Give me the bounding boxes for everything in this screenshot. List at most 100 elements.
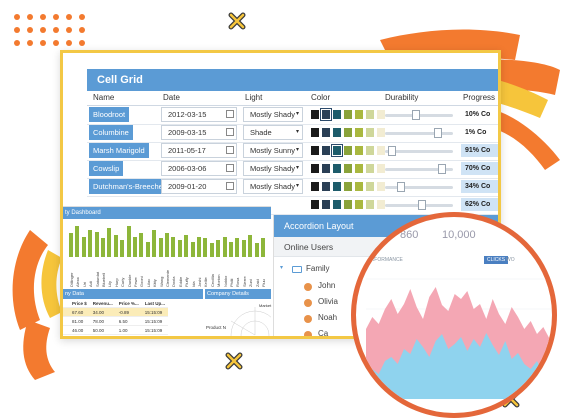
tree-user-item[interactable]: Ca — [318, 329, 329, 338]
color-swatch[interactable] — [366, 164, 374, 173]
data-table-cell: 34.00 — [89, 307, 116, 317]
color-swatch[interactable] — [333, 110, 341, 119]
color-swatch[interactable] — [344, 146, 352, 155]
color-swatch[interactable] — [366, 146, 374, 155]
color-swatch[interactable] — [311, 200, 319, 209]
tree-user-item[interactable]: Noah — [318, 313, 338, 322]
color-swatch[interactable] — [355, 146, 363, 155]
color-swatch[interactable] — [322, 146, 330, 155]
durability-slider-handle[interactable] — [418, 200, 426, 210]
light-select[interactable]: Mostly Shady ▾ — [243, 179, 303, 194]
durability-slider-track[interactable] — [385, 132, 453, 135]
color-swatch[interactable] — [344, 164, 352, 173]
calendar-icon[interactable] — [226, 164, 234, 172]
calendar-icon[interactable] — [226, 110, 234, 118]
color-swatch[interactable] — [311, 146, 319, 155]
column-header-light[interactable]: Light — [245, 93, 263, 102]
durability-slider-handle[interactable] — [388, 146, 396, 156]
data-table-header[interactable]: Revenu... — [89, 299, 116, 308]
color-swatch[interactable] — [355, 128, 363, 137]
color-swatch[interactable] — [366, 200, 374, 209]
clicks-tab-button[interactable]: CLICKS — [484, 256, 509, 264]
color-swatch[interactable] — [377, 200, 385, 209]
light-select[interactable]: Shade ▾ — [243, 125, 303, 140]
calendar-icon[interactable] — [226, 182, 234, 190]
column-header-color[interactable]: Color — [311, 93, 331, 102]
light-select[interactable]: Mostly Shady ▾ — [243, 107, 303, 122]
data-table-header[interactable] — [63, 299, 69, 308]
color-swatch[interactable] — [355, 200, 363, 209]
color-swatch[interactable] — [344, 128, 352, 137]
row-name-cell[interactable]: Marsh Marigold — [89, 143, 149, 158]
calendar-icon[interactable] — [226, 128, 234, 136]
color-swatch[interactable] — [377, 182, 385, 191]
color-swatch[interactable] — [333, 182, 341, 191]
color-swatch[interactable] — [311, 128, 319, 137]
date-field[interactable]: 2009-01-20 — [161, 179, 237, 194]
tree-user-item[interactable]: John — [318, 281, 336, 290]
second-tab-button[interactable]: WO — [506, 257, 515, 263]
color-swatch[interactable] — [366, 182, 374, 191]
tree-group-family[interactable]: Family — [306, 264, 330, 273]
chevron-down-icon: ▾ — [295, 129, 299, 135]
expand-arrow-icon[interactable]: ▾ — [280, 265, 284, 271]
data-table-header[interactable]: Last Up... — [141, 299, 169, 308]
durability-slider-handle[interactable] — [434, 128, 443, 138]
color-swatch[interactable] — [355, 164, 363, 173]
color-swatch[interactable] — [366, 128, 374, 137]
chevron-down-icon: ▾ — [295, 165, 299, 171]
date-field[interactable]: 2011-05-17 — [161, 143, 237, 158]
color-swatch[interactable] — [366, 110, 374, 119]
color-swatch[interactable] — [377, 110, 385, 119]
color-swatch[interactable] — [320, 108, 332, 121]
table-row[interactable]: 35.00 65.00 5.00 15:15:09 — [63, 334, 169, 336]
data-table-header[interactable]: Price $ — [69, 299, 90, 308]
durability-slider-track[interactable] — [385, 186, 453, 189]
date-field[interactable]: 2006-03-06 — [161, 161, 237, 176]
color-swatch[interactable] — [355, 110, 363, 119]
durability-slider-track[interactable] — [385, 150, 453, 153]
color-swatch[interactable] — [322, 128, 330, 137]
table-row[interactable]: 67.60 34.00 -0.89 15:15:09 — [63, 307, 169, 317]
durability-slider-handle[interactable] — [397, 182, 405, 192]
date-field[interactable]: 2012-03-15 — [161, 107, 237, 122]
color-swatch[interactable] — [344, 182, 352, 191]
color-swatch[interactable] — [331, 144, 343, 157]
column-header-name[interactable]: Name — [93, 93, 115, 102]
light-select[interactable]: Mostly Sunny ▾ — [243, 143, 303, 158]
color-swatch[interactable] — [355, 182, 363, 191]
color-swatch[interactable] — [344, 200, 352, 209]
table-row[interactable]: 81.00 78.00 6.50 15:15:09 — [63, 316, 169, 326]
row-name-cell[interactable]: Bloodroot — [89, 107, 130, 122]
tree-user-item[interactable]: Olivia — [318, 297, 339, 306]
light-select[interactable]: Mostly Shady ▾ — [243, 161, 303, 176]
color-swatch[interactable] — [333, 164, 341, 173]
color-swatch[interactable] — [333, 128, 341, 137]
color-swatch[interactable] — [311, 164, 319, 173]
color-swatch[interactable] — [377, 146, 385, 155]
column-header-durability[interactable]: Durability — [385, 93, 419, 102]
row-name-cell[interactable]: Dutchman's-Breeches — [89, 179, 171, 194]
date-value: 2011-05-17 — [168, 146, 206, 155]
durability-slider-track[interactable] — [385, 168, 453, 171]
color-swatch[interactable] — [311, 110, 319, 119]
row-name-cell[interactable]: Columbine — [89, 125, 133, 140]
color-swatch[interactable] — [333, 200, 341, 209]
color-swatch[interactable] — [322, 182, 330, 191]
color-swatch[interactable] — [311, 182, 319, 191]
column-header-progress[interactable]: Progress — [463, 93, 496, 102]
color-swatch[interactable] — [377, 164, 385, 173]
column-header-date[interactable]: Date — [163, 93, 180, 102]
date-field[interactable]: 2009-03-15 — [161, 125, 237, 140]
table-row[interactable]: 46.00 50.00 1.00 15:15:09 — [63, 325, 169, 335]
color-swatch[interactable] — [322, 200, 330, 209]
color-swatch[interactable] — [322, 164, 330, 173]
durability-slider-handle[interactable] — [437, 164, 446, 174]
calendar-icon[interactable] — [226, 146, 234, 154]
row-name-cell[interactable]: Cowslip — [89, 161, 124, 176]
dashboard-bar — [113, 234, 118, 257]
color-swatch[interactable] — [344, 110, 352, 119]
color-swatch[interactable] — [377, 128, 385, 137]
durability-slider-handle[interactable] — [412, 110, 420, 120]
data-table-header[interactable]: Price %... — [115, 299, 142, 308]
